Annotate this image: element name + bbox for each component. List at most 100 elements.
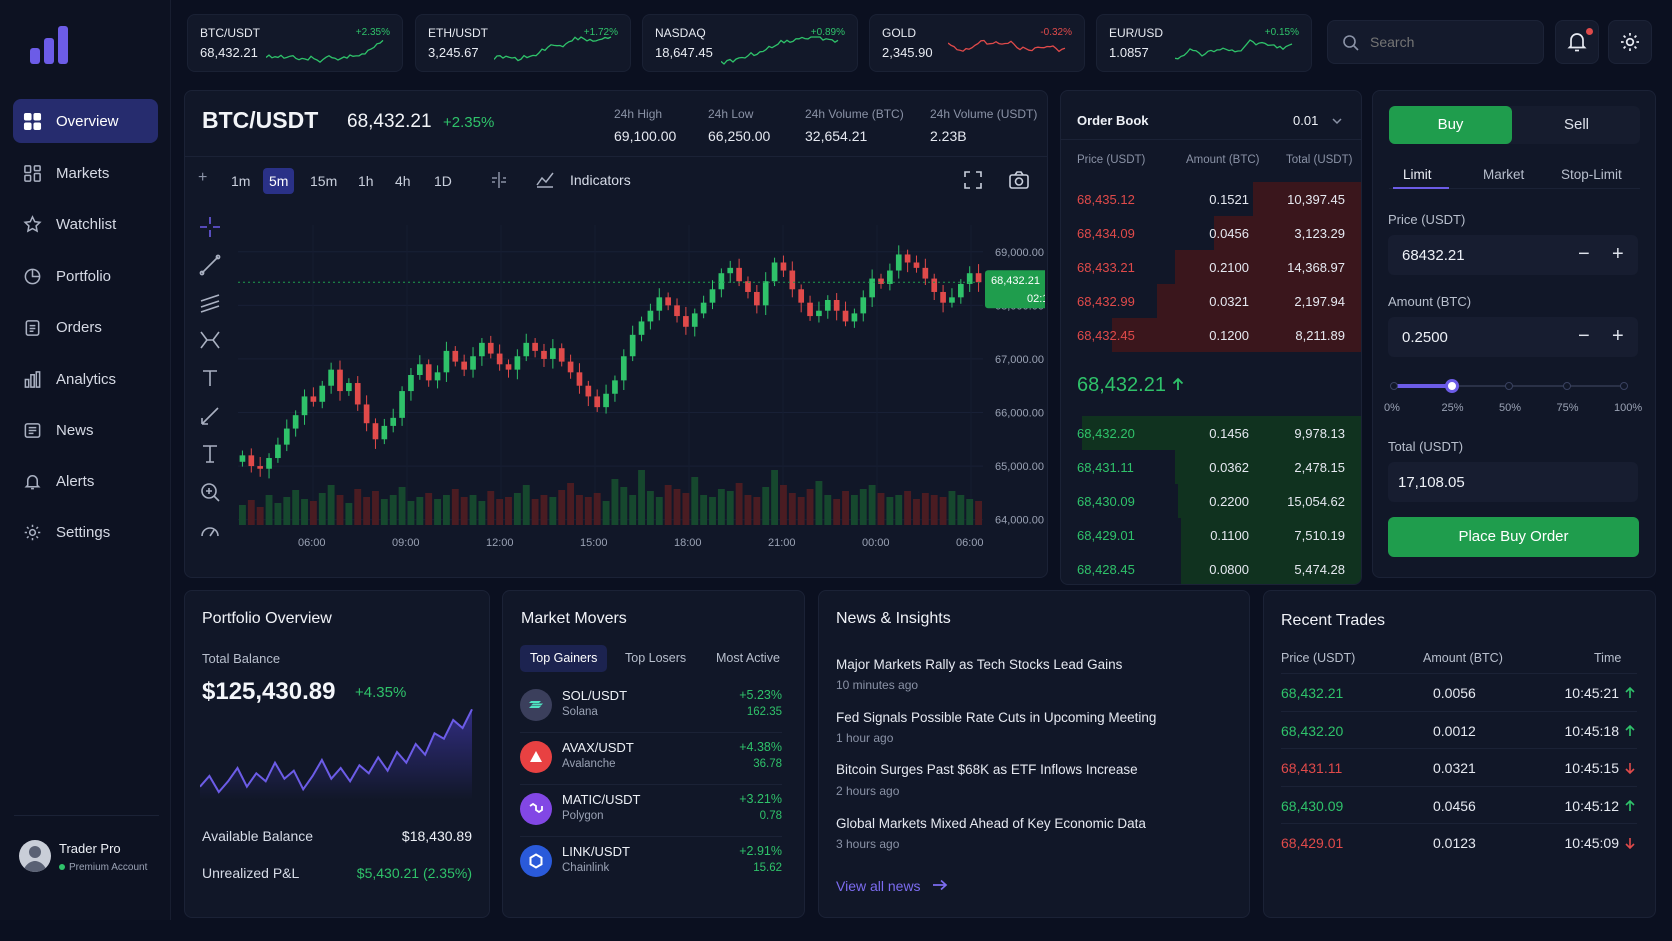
price-decrement-button[interactable]: − <box>1578 243 1590 265</box>
sidebar-item-settings[interactable]: Settings <box>13 510 158 554</box>
amount-slider[interactable]: 0% 25% 50% 75% 100% <box>1384 379 1642 420</box>
sidebar-item-analytics[interactable]: Analytics <box>13 357 158 401</box>
news-headline[interactable]: Bitcoin Surges Past $68K as ETF Inflows … <box>836 762 1138 777</box>
bid-row[interactable]: 68,432.20 0.1456 9,978.13 <box>1061 416 1361 450</box>
ask-row[interactable]: 68,433.21 0.2100 14,368.97 <box>1061 250 1361 284</box>
precision-select[interactable]: 0.01 <box>1293 113 1342 128</box>
sell-tab[interactable]: Sell <box>1563 116 1589 133</box>
tab-timeframe-1d[interactable]: 1D <box>434 173 452 189</box>
news-headline[interactable]: Fed Signals Possible Rate Cuts in Upcomi… <box>836 710 1157 725</box>
sidebar-item-portfolio[interactable]: Portfolio <box>13 254 158 298</box>
slider-mark[interactable] <box>1562 382 1571 390</box>
tab-timeframe-1h[interactable]: 1h <box>358 173 374 189</box>
sidebar-item-overview[interactable]: Overview <box>13 99 158 143</box>
news-headline[interactable]: Major Markets Rally as Tech Stocks Lead … <box>836 657 1123 672</box>
pattern-icon[interactable] <box>198 328 222 352</box>
candle-body <box>603 393 609 408</box>
ticker-change: +1.72% <box>583 27 618 38</box>
camera-icon[interactable] <box>1008 170 1030 190</box>
bid-row[interactable]: 68,428.45 0.0800 5,474.28 <box>1061 552 1361 584</box>
ask-row[interactable]: 68,432.45 0.1200 8,211.89 <box>1061 318 1361 352</box>
tab-market[interactable]: Market <box>1483 167 1525 182</box>
slider-thumb[interactable] <box>1444 379 1459 393</box>
add-icon[interactable]: + <box>198 169 208 186</box>
measure-icon[interactable] <box>198 404 222 428</box>
tab-top-gainers[interactable]: Top Gainers <box>530 651 598 665</box>
buy-tab[interactable]: Buy <box>1389 106 1512 144</box>
tab-limit[interactable]: Limit <box>1403 167 1432 182</box>
bid-row[interactable]: 68,430.09 0.2200 15,054.62 <box>1061 484 1361 518</box>
sidebar-item-alerts[interactable]: Alerts <box>13 459 158 503</box>
compare-icon[interactable] <box>490 171 508 189</box>
annotation-icon[interactable] <box>198 442 222 466</box>
place-buy-order-button[interactable]: Place Buy Order <box>1388 517 1639 557</box>
app-logo-icon[interactable] <box>30 26 76 69</box>
sidebar-item-watchlist[interactable]: Watchlist <box>13 202 158 246</box>
amount-decrement-button[interactable]: − <box>1578 325 1590 347</box>
view-all-news-link[interactable]: View all news <box>836 878 948 894</box>
candle-body <box>833 300 840 311</box>
fullscreen-icon[interactable] <box>963 170 983 190</box>
amount-field[interactable]: 0.2500 − + <box>1388 317 1638 357</box>
news-headline[interactable]: Global Markets Mixed Ahead of Key Econom… <box>836 816 1146 831</box>
tab-timeframe-15m[interactable]: 15m <box>310 173 338 189</box>
indicators-button[interactable]: Indicators <box>570 172 631 188</box>
bid-row[interactable]: 68,431.11 0.0362 2,478.15 <box>1061 450 1361 484</box>
total-field: 17,108.05 <box>1388 462 1638 502</box>
ticker-card[interactable]: GOLD 2,345.90 -0.32% <box>869 14 1085 72</box>
price-chart[interactable]: 69,000.0068,000.0067,000.0066,000.0065,0… <box>230 205 1045 575</box>
tab-timeframe-5m[interactable]: 5m <box>263 168 295 194</box>
sidebar-item-news[interactable]: News <box>13 408 158 452</box>
ticker-card[interactable]: ETH/USDT 3,245.67 +1.72% <box>415 14 631 72</box>
trend-line-icon[interactable] <box>198 253 222 277</box>
mover-row[interactable]: LINK/USDT Chainlink +2.91% 15.62 <box>520 836 782 882</box>
crosshair-icon[interactable] <box>198 215 222 239</box>
volume-bar <box>966 499 974 525</box>
sidebar-item-orders[interactable]: Orders <box>13 305 158 349</box>
volume-bar <box>389 495 397 525</box>
mover-row[interactable]: AVAX/USDT Avalanche +4.38% 36.78 <box>520 732 782 778</box>
amount-input[interactable]: 0.2500 <box>1402 329 1448 346</box>
ticker-card[interactable]: BTC/USDT 68,432.21 +2.35% <box>187 14 403 72</box>
slider-mark[interactable] <box>1620 382 1628 390</box>
volume-bar <box>735 483 743 525</box>
search-input[interactable] <box>1370 31 1530 53</box>
volume-bar <box>283 497 291 525</box>
sidebar-item-markets[interactable]: Markets <box>13 151 158 195</box>
tab-stop-limit[interactable]: Stop-Limit <box>1561 167 1622 182</box>
search-box[interactable] <box>1327 20 1544 64</box>
price-increment-button[interactable]: + <box>1612 243 1624 265</box>
volume-bar <box>664 485 672 525</box>
slider-mark[interactable] <box>1505 382 1513 390</box>
ask-row[interactable]: 68,435.12 0.1521 10,397.45 <box>1061 182 1361 216</box>
parallel-channel-icon[interactable] <box>198 291 222 315</box>
magnet-icon[interactable] <box>198 518 222 538</box>
ask-row[interactable]: 68,432.99 0.0321 2,197.94 <box>1061 284 1361 318</box>
candle-body <box>629 334 636 357</box>
tab-top-losers[interactable]: Top Losers <box>625 651 687 665</box>
zoom-icon[interactable] <box>198 480 222 504</box>
tab-timeframe-1m[interactable]: 1m <box>231 173 251 189</box>
avatar[interactable] <box>19 840 51 872</box>
settings-button[interactable] <box>1608 20 1652 64</box>
mover-row[interactable]: SOL/USDT Solana +5.23% 162.35 <box>520 686 782 726</box>
tab-most-active[interactable]: Most Active <box>716 651 780 665</box>
tab-timeframe-4h[interactable]: 4h <box>395 173 411 189</box>
text-tool-icon[interactable] <box>198 366 222 390</box>
price-input[interactable]: 68432.21 <box>1402 247 1465 264</box>
price-field[interactable]: 68432.21 − + <box>1388 235 1638 275</box>
ticker-sparkline <box>494 36 612 62</box>
bid-row[interactable]: 68,429.01 0.1100 7,510.19 <box>1061 518 1361 552</box>
price-cell: 68,435.12 <box>1077 192 1135 207</box>
amount-increment-button[interactable]: + <box>1612 325 1624 347</box>
ask-row[interactable]: 68,434.09 0.0456 3,123.29 <box>1061 216 1361 250</box>
mover-row[interactable]: MATIC/USDT Polygon +3.21% 0.78 <box>520 784 782 830</box>
ticker-card[interactable]: EUR/USD 1.0857 +0.15% <box>1096 14 1312 72</box>
trade-price: 68,432.20 <box>1281 722 1344 739</box>
x-tick-label: 18:00 <box>674 537 702 549</box>
notifications-button[interactable] <box>1555 20 1599 64</box>
volume-bar <box>496 499 504 525</box>
slider-mark[interactable] <box>1390 382 1398 390</box>
candle-body <box>842 310 849 322</box>
ticker-card[interactable]: NASDAQ 18,647.45 +0.89% <box>642 14 858 72</box>
